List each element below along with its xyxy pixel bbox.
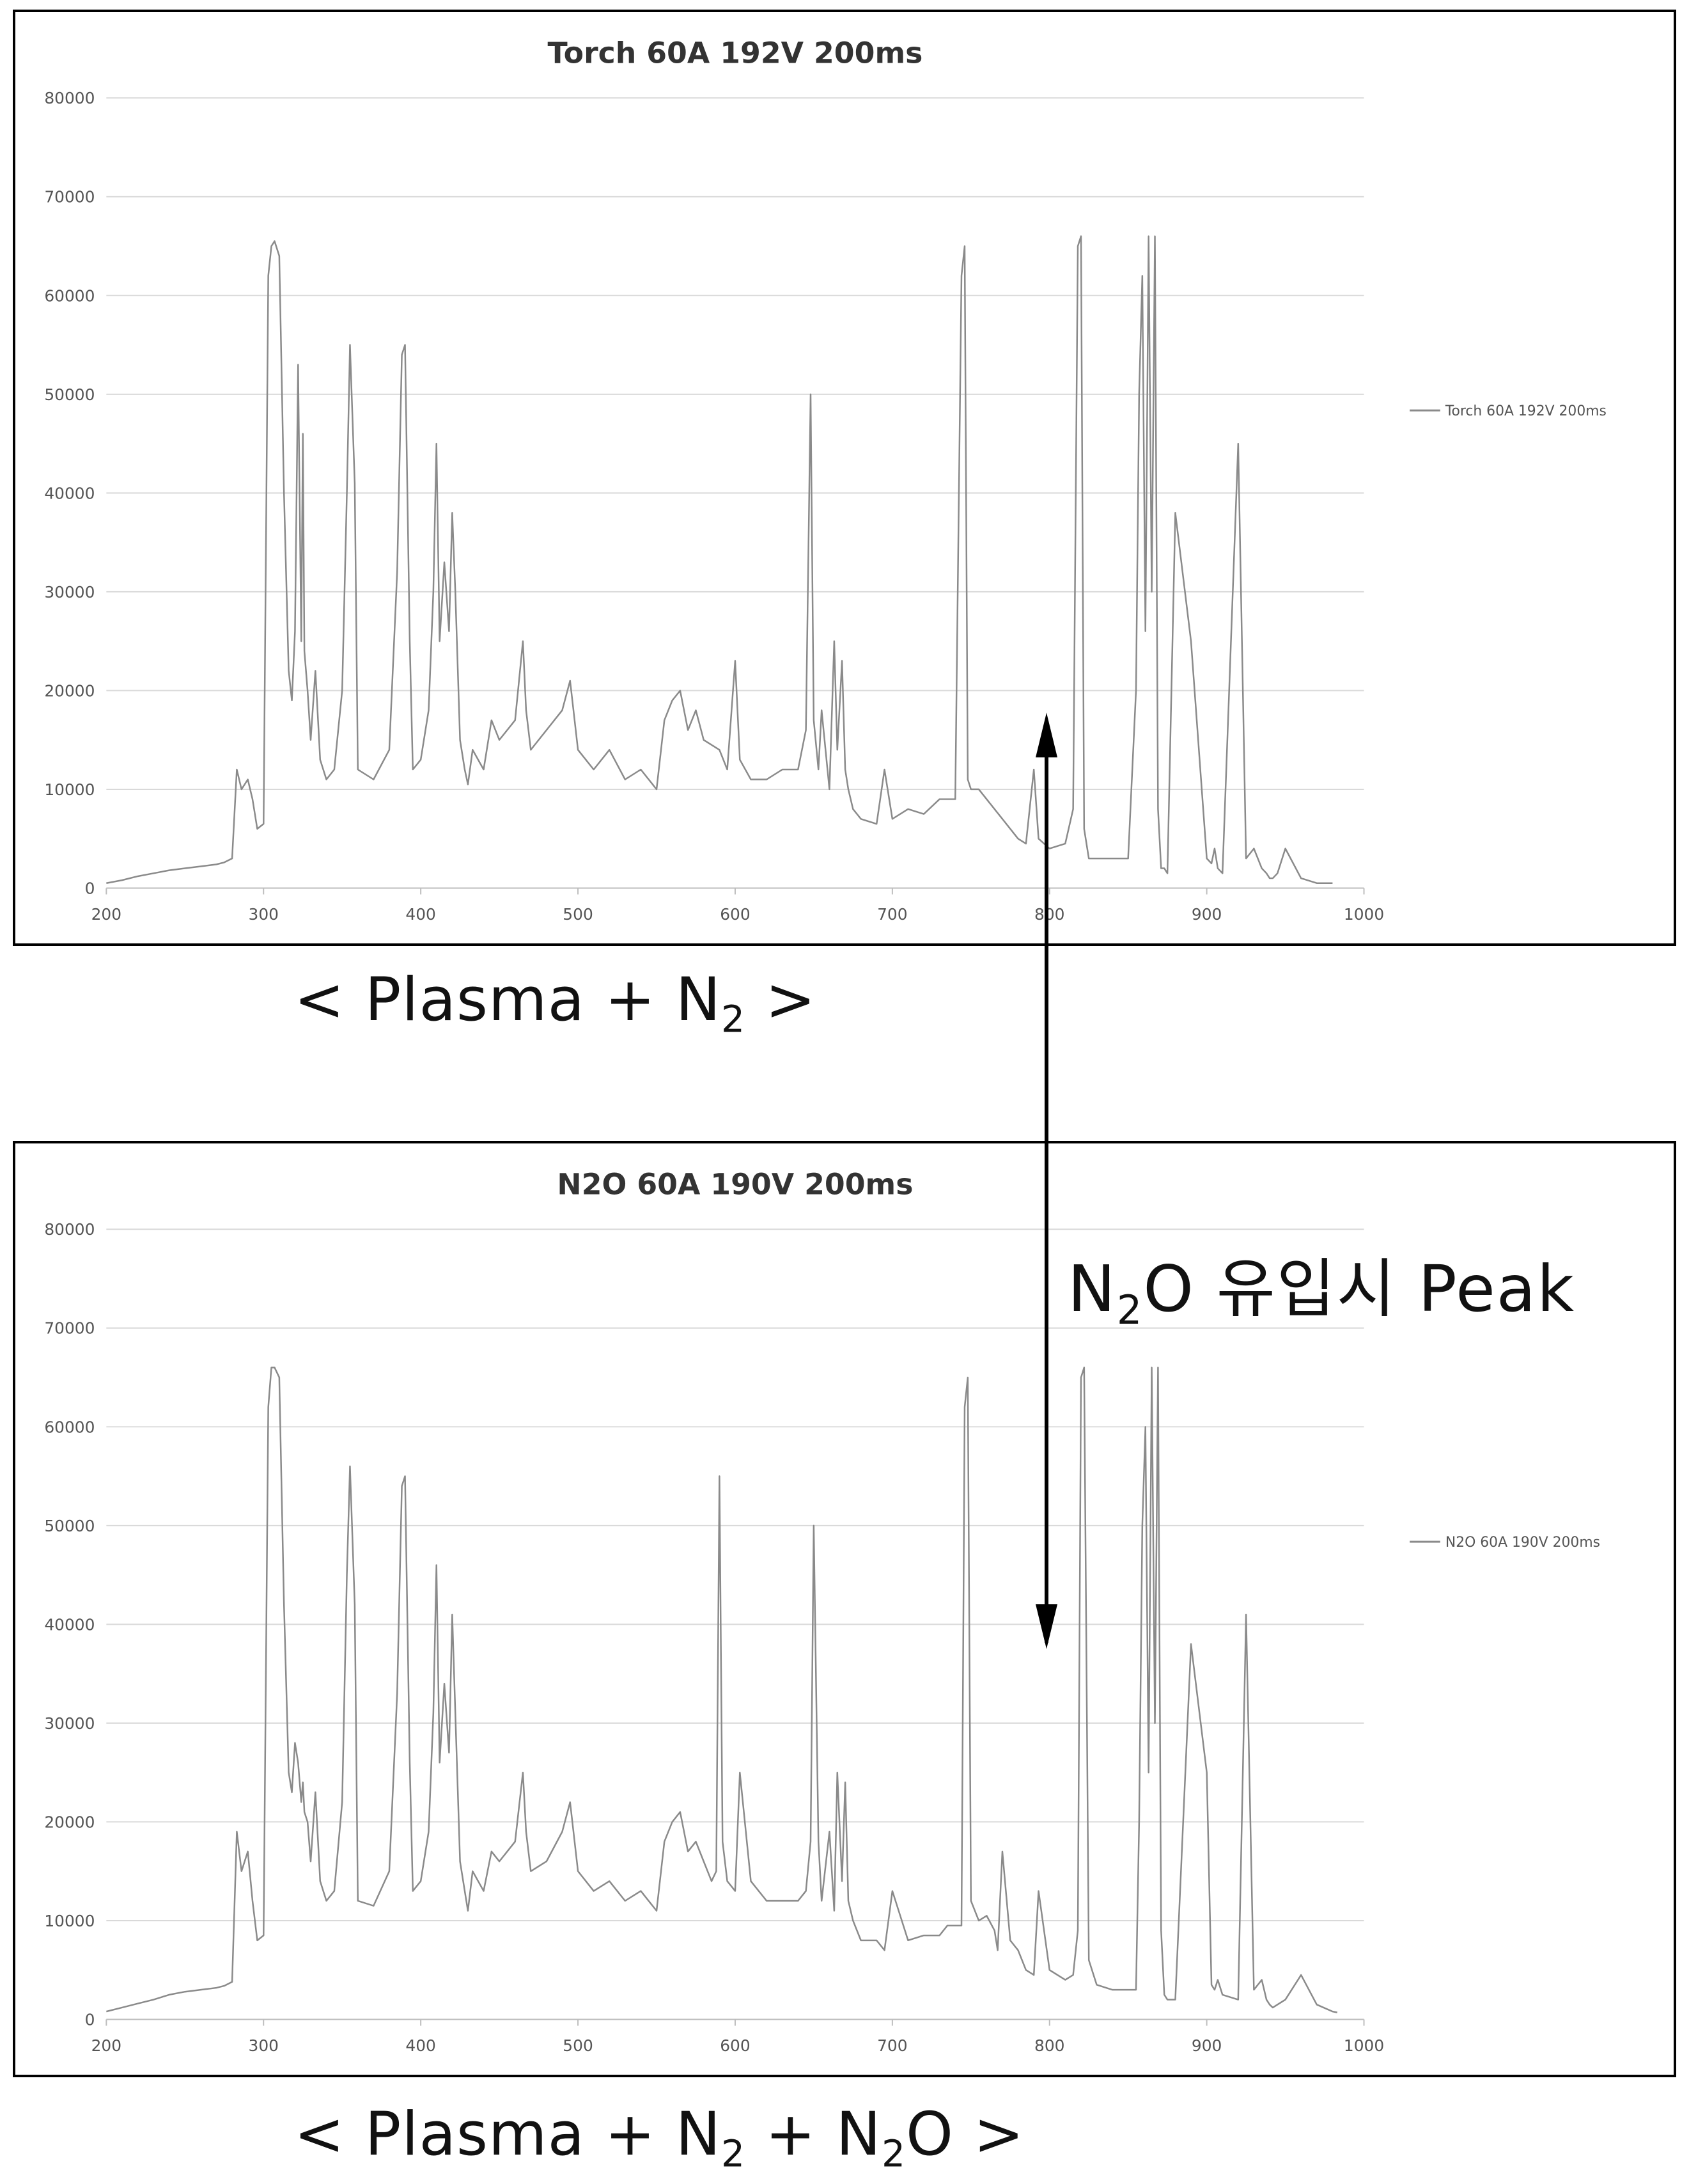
caption-bottom-text-2: + N <box>745 2100 882 2169</box>
caption-top-text: < Plasma + N <box>294 965 721 1035</box>
annotation-n2o-peak: N2O 유입시 Peak <box>1068 1237 1575 1333</box>
x-tick-label: 600 <box>720 905 750 924</box>
x-tick-label: 200 <box>91 905 121 924</box>
y-tick-label: 70000 <box>44 188 95 206</box>
x-tick-label: 1000 <box>1344 905 1384 924</box>
y-tick-label: 70000 <box>44 1319 95 1338</box>
x-tick-label: 800 <box>1034 2036 1064 2055</box>
y-tick-label: 40000 <box>44 1615 95 1634</box>
y-tick-label: 30000 <box>44 583 95 601</box>
caption-bottom-text-1: < Plasma + N <box>294 2100 721 2169</box>
y-tick-label: 60000 <box>44 286 95 305</box>
legend-label: Torch 60A 192V 200ms <box>1445 403 1607 419</box>
annotation-suffix: O 유입시 Peak <box>1143 1251 1575 1326</box>
x-tick-label: 200 <box>91 2036 121 2055</box>
caption-bottom-subscript-2: 2 <box>882 2132 906 2176</box>
x-tick-label: 800 <box>1034 905 1064 924</box>
annotation-text: N <box>1068 1251 1117 1326</box>
y-tick-label: 30000 <box>44 1714 95 1733</box>
x-tick-label: 900 <box>1192 905 1222 924</box>
series-line <box>106 236 1332 883</box>
x-tick-label: 300 <box>249 905 279 924</box>
annotation-subscript: 2 <box>1117 1287 1143 1333</box>
caption-bottom-subscript-1: 2 <box>721 2132 745 2176</box>
y-tick-label: 0 <box>85 2010 95 2029</box>
x-tick-label: 400 <box>405 905 435 924</box>
y-tick-label: 80000 <box>44 1220 95 1239</box>
line-chart-torch: Torch 60A 192V 200ms 0 10000 20000 30000 4000… <box>15 12 1674 943</box>
y-tick-label: 10000 <box>44 780 95 799</box>
series-line <box>106 1368 1337 2013</box>
y-tick-label: 20000 <box>44 1813 95 1831</box>
caption-top-suffix: > <box>745 965 816 1035</box>
chart-panel-torch: Torch 60A 192V 200ms 0 10000 20000 30000 4000… <box>13 10 1676 946</box>
y-tick-label: 50000 <box>44 1517 95 1535</box>
y-tick-label: 50000 <box>44 385 95 404</box>
x-tick-label: 700 <box>877 905 907 924</box>
y-tick-label: 10000 <box>44 1912 95 1930</box>
caption-top-subscript: 2 <box>721 998 745 1041</box>
legend-label: N2O 60A 190V 200ms <box>1445 1535 1600 1551</box>
caption-plasma-n2-n2o: < Plasma + N2 + N2O > <box>294 2100 1025 2176</box>
x-tick-label: 300 <box>249 2036 279 2055</box>
chart-title: N2O 60A 190V 200ms <box>557 1168 913 1202</box>
y-tick-label: 0 <box>85 879 95 897</box>
x-tick-label: 400 <box>405 2036 435 2055</box>
caption-bottom-text-3: O > <box>906 2100 1025 2169</box>
y-tick-label: 40000 <box>44 484 95 502</box>
x-tick-label: 1000 <box>1344 2036 1384 2055</box>
y-tick-label: 80000 <box>44 89 95 107</box>
chart-title: Torch 60A 192V 200ms <box>548 36 923 70</box>
x-tick-label: 700 <box>877 2036 907 2055</box>
y-tick-label: 20000 <box>44 681 95 700</box>
x-tick-label: 900 <box>1192 2036 1222 2055</box>
x-tick-label: 500 <box>563 905 593 924</box>
x-tick-label: 600 <box>720 2036 750 2055</box>
x-tick-label: 500 <box>563 2036 593 2055</box>
y-tick-label: 60000 <box>44 1418 95 1436</box>
caption-plasma-n2: < Plasma + N2 > <box>294 965 816 1041</box>
